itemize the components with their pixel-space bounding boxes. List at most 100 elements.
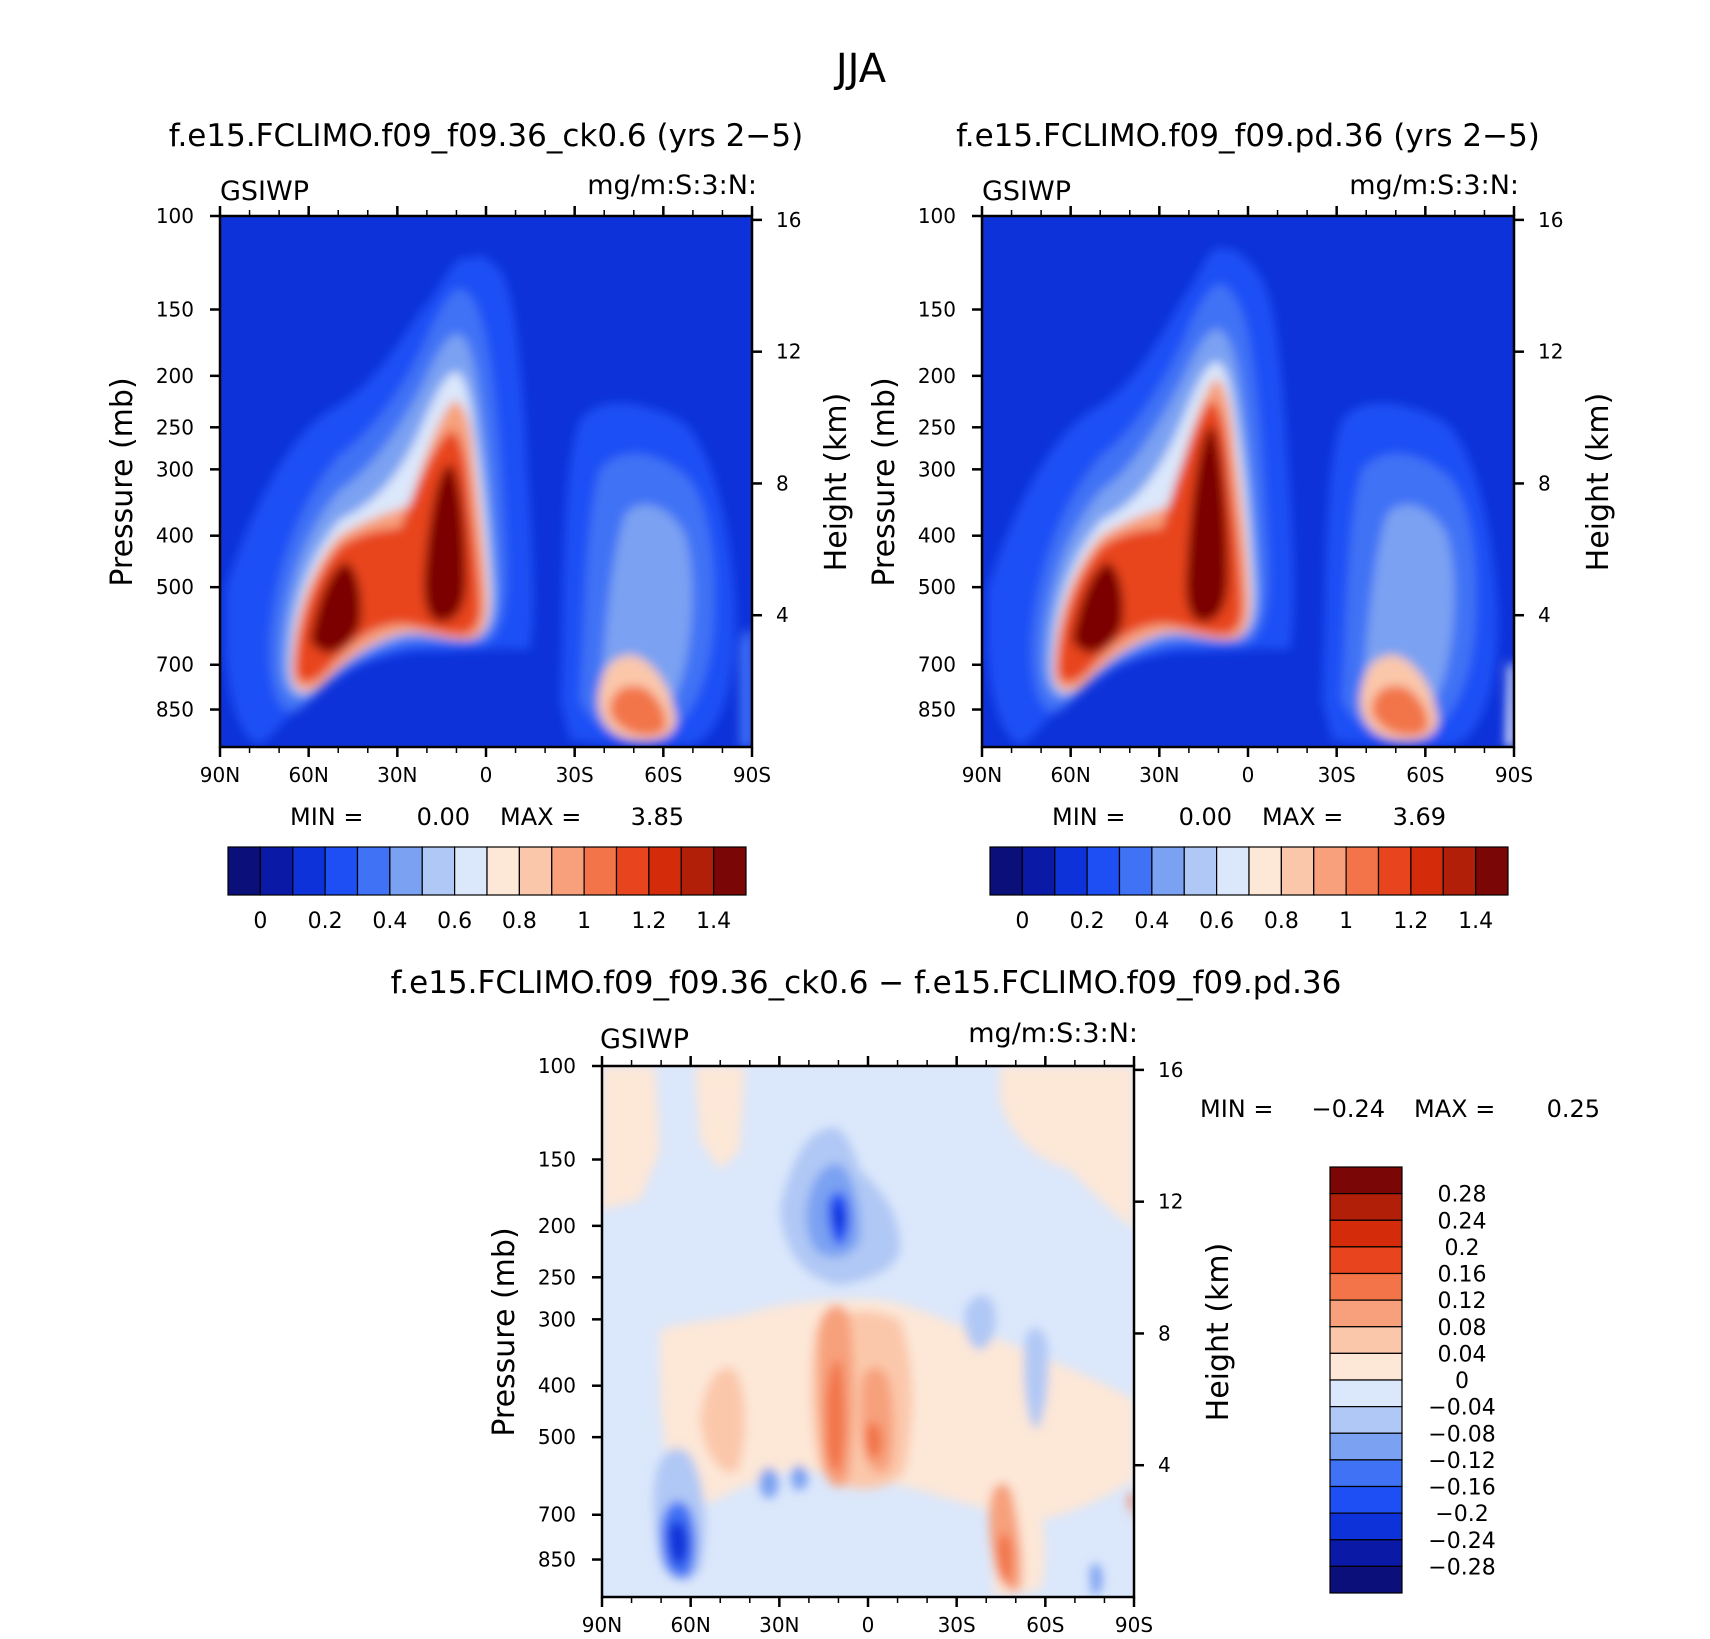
colorbar-box [356,846,391,896]
max-label: MAX = [500,803,581,831]
y-tick-label: 100 [538,1054,576,1078]
colorbar-label: 0.16 [1438,1263,1487,1288]
x-tick-label: 60N [670,1613,710,1637]
y-axis-label: Pressure (mb) [487,1227,522,1436]
colorbar-label: −0.16 [1428,1476,1495,1501]
y-tick-label: 500 [538,1425,576,1449]
colorbar-box [1329,1246,1403,1275]
x-tick-label: 60N [1050,763,1090,787]
y2-axis-label: Height (km) [1201,1243,1236,1422]
colorbar-label: 0.2 [1445,1236,1480,1261]
colorbar-box [1329,1539,1403,1567]
panel-right: f.e15.FCLIMO.f09_f09.pd.36 (yrs 2−5) GSI… [867,118,1616,934]
colorbar-label: 0.8 [1264,909,1299,934]
y2-tick-label: 12 [1538,340,1563,364]
colorbar-box [389,846,423,896]
y-tick-label: 300 [918,457,956,481]
colorbar-box [1345,846,1380,896]
contour-1.5 [310,464,466,653]
colorbar-label: 0.2 [308,909,343,934]
y-tick-label: 700 [156,653,194,677]
colorbar-box [1442,846,1477,896]
y2-axis-label: Height (km) [1581,393,1616,572]
colorbar-box [324,846,359,896]
pos-0.16 [826,1360,845,1472]
colorbar-box [551,846,585,896]
axes: 90N 60N 30N 0 30S 60S 90S 100 150 200 250 300 400 500… [918,204,1564,787]
colorbar-box [1377,846,1412,896]
y2-tick-label: 12 [1158,1190,1183,1214]
neg-0.24 [833,1204,845,1231]
colorbar-box [1329,1485,1403,1514]
y2-tick-label: 4 [776,603,789,627]
pos-0.04 [700,1367,746,1473]
colorbar-box [1329,1459,1403,1488]
pos-0.2-sh [997,1533,1013,1584]
y2-tick-label: 8 [1538,471,1551,495]
colorbar-box [680,846,715,896]
colorbar-box [1410,846,1444,896]
colorbar-box [1329,1326,1403,1354]
colorbar-box [713,846,747,896]
colorbar-box [486,846,520,896]
x-tick-label: 90S [1495,763,1533,787]
x-tick-label: 60N [288,763,328,787]
colorbar-box [454,846,488,896]
y2-tick-label: 16 [1158,1058,1183,1082]
pos-0.08-b [860,1367,894,1473]
x-tick-label: 90S [1115,1613,1153,1637]
sh-pulse [740,629,752,747]
y2-tick-label: 8 [1158,1321,1171,1345]
colorbar-label: 1.4 [1458,909,1493,934]
colorbar-label: −0.28 [1428,1555,1495,1580]
axes: 90N 60N 30N 0 30S 60S 90S 100 150 200 250 300 400 500… [156,204,802,787]
colorbar-box [1329,1565,1403,1594]
colorbar-box [1313,846,1347,896]
neg-sh-patch-2 [1024,1327,1049,1430]
colorbar-label: 0.4 [1134,909,1169,934]
colorbar-label: −0.24 [1428,1529,1495,1554]
y-tick-label: 850 [156,698,194,722]
colorbar-label: 1.4 [696,909,731,934]
units-label: mg/m:S:3:N: [1349,170,1519,201]
colorbar-label: 0 [1015,909,1029,934]
colorbar-label: 0.8 [502,909,537,934]
pos-strip-sh [1000,1066,1134,1230]
variable-label: GSIWP [600,1024,689,1055]
colorbar-box [989,846,1023,896]
colorbar-label: 1.2 [1393,909,1428,934]
units-label: mg/m:S:3:N: [587,170,757,201]
y-tick-label: 300 [156,457,194,481]
panel-difference: f.e15.FCLIMO.f09_f09.36_ck0.6 − f.e15.FC… [391,965,1600,1637]
colorbar-label: 1 [1339,909,1353,934]
colorbar-box [1329,1432,1403,1461]
x-tick-label: 0 [862,1613,875,1637]
y-tick-label: 250 [538,1265,576,1289]
colorbar-box [1280,846,1315,896]
colorbar-label: 0.6 [437,909,472,934]
colorbar-box [1021,846,1056,896]
pos-edge [1128,1491,1134,1520]
y-tick-label: 500 [918,575,956,599]
min-value: 0.00 [417,803,470,831]
x-tick-label: 30S [1318,763,1356,787]
max-label: MAX = [1414,1095,1495,1123]
pos-0.16-b [864,1422,883,1459]
y-tick-label: 200 [156,364,194,388]
colorbar-label: 0.12 [1438,1289,1487,1314]
x-tick-label: 90N [200,763,240,787]
y-tick-label: 100 [156,204,194,228]
neg-mid-patch-2 [791,1465,809,1491]
x-tick-label: 60S [644,763,682,787]
y-tick-label: 250 [918,415,956,439]
y-tick-label: 700 [918,653,956,677]
y-tick-label: 250 [156,415,194,439]
colorbar-box [1329,1219,1403,1248]
plot-area [602,1066,1134,1597]
x-tick-label: 0 [480,763,493,787]
y-tick-label: 700 [538,1503,576,1527]
colorbar-label: 0.4 [372,909,407,934]
y-tick-label: 400 [156,524,194,548]
panel-left: f.e15.FCLIMO.f09_f09.36_ck0.6 (yrs 2−5) … [105,118,854,934]
colorbar-box [615,846,650,896]
